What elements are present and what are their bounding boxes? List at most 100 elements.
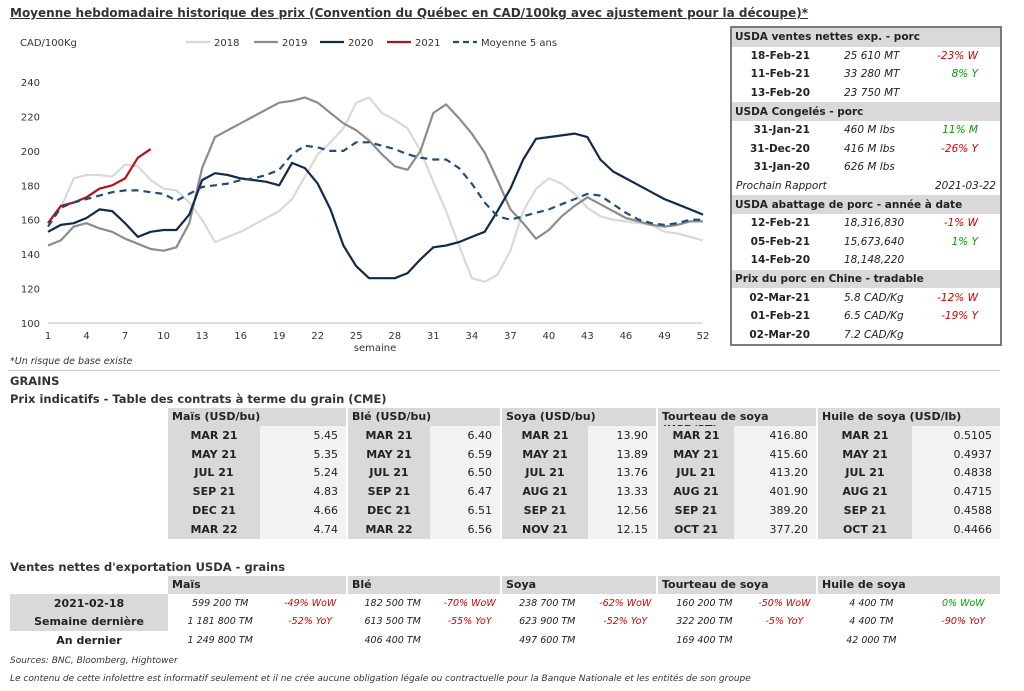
contract-month: MAR 21 bbox=[818, 426, 912, 445]
usda-change bbox=[921, 251, 1000, 270]
legend-label: Moyenne 5 ans bbox=[481, 38, 557, 49]
export-volume: 406 400 TM bbox=[364, 634, 421, 646]
usda-change: 1% Y bbox=[951, 235, 978, 248]
futures-row: MAY 21 13.89 bbox=[502, 444, 658, 464]
futures-row: AUG 21 13.33 bbox=[502, 482, 658, 502]
usda-date: 02-Mar-21 bbox=[749, 291, 810, 304]
usda-row: 31-Jan-20 626 M lbs bbox=[732, 158, 1000, 177]
contract-month: MAY 21 bbox=[168, 444, 260, 464]
legend-label: 2020 bbox=[348, 38, 373, 49]
export-change: -52% YoY bbox=[603, 616, 648, 628]
usda-change: 11% M bbox=[942, 124, 978, 137]
export-row-label: 2021-02-18 bbox=[53, 596, 125, 610]
y-tick-label: 240 bbox=[21, 78, 40, 89]
exports-row: 322 200 TM -5% YoY bbox=[658, 613, 818, 632]
contract-price: 377.20 bbox=[734, 519, 818, 539]
export-change: -90% YoY bbox=[941, 616, 986, 628]
usda-row: 05-Feb-21 15,673,640 1% Y bbox=[732, 233, 1000, 252]
contract-month: MAY 21 bbox=[502, 444, 588, 464]
futures-column-header: Tourteau de soya (USD/ST) bbox=[658, 408, 818, 436]
futures-column: Blé (USD/bu) MAR 21 6.40 MAY 21 6.59 JUL 21 6.… bbox=[348, 408, 502, 539]
grains-heading: GRAINS bbox=[10, 374, 60, 388]
x-tick-label: 22 bbox=[311, 331, 324, 342]
export-change: -62% WoW bbox=[599, 597, 652, 609]
contract-price: 6.47 bbox=[430, 482, 502, 502]
x-tick-label: 28 bbox=[388, 331, 401, 342]
contract-price: 5.45 bbox=[260, 426, 348, 445]
exports-row: 182 500 TM -70% WoW bbox=[348, 594, 502, 613]
usda-value: 15,673,640 bbox=[844, 235, 905, 248]
exports-column: 160 200 TM -50% WoW 322 200 TM -5% YoY 169 4… bbox=[658, 594, 818, 650]
y-tick-label: 220 bbox=[21, 112, 40, 123]
export-row-label: An dernier bbox=[10, 631, 168, 650]
export-volume: 182 500 TM bbox=[364, 597, 421, 609]
usda-date: 13-Feb-20 bbox=[750, 87, 810, 100]
contract-price: 4.83 bbox=[260, 482, 348, 502]
usda-section-title: USDA abattage de porc - année à date bbox=[732, 195, 1000, 214]
futures-row: JUL 21 0.4838 bbox=[818, 463, 1002, 483]
contract-price: 401.90 bbox=[734, 482, 818, 502]
x-tick-label: 10 bbox=[157, 331, 170, 342]
contract-price: 13.89 bbox=[588, 444, 658, 464]
contract-price: 6.50 bbox=[430, 463, 502, 483]
x-tick-label: 25 bbox=[350, 331, 363, 342]
contract-month: OCT 21 bbox=[818, 519, 912, 539]
exports-row: 613 500 TM -55% YoY bbox=[348, 613, 502, 632]
usda-change: -26% Y bbox=[941, 142, 978, 155]
contract-month: JUL 21 bbox=[818, 463, 912, 483]
exports-row: 42 000 TM bbox=[818, 631, 1002, 650]
usda-change: -23% W bbox=[937, 49, 978, 62]
contract-month: MAR 21 bbox=[658, 426, 734, 445]
contract-month: JUL 21 bbox=[502, 463, 588, 483]
contract-month: AUG 21 bbox=[502, 482, 588, 502]
usda-change: 8% Y bbox=[951, 68, 978, 81]
export-change: -49% WoW bbox=[284, 597, 337, 609]
usda-change bbox=[921, 158, 1000, 177]
futures-row: MAR 21 6.40 bbox=[348, 426, 502, 445]
futures-row: OCT 21 0.4466 bbox=[818, 519, 1002, 539]
futures-row: MAY 21 415.60 bbox=[658, 444, 818, 464]
contract-price: 4.74 bbox=[260, 519, 348, 539]
x-axis-label: semaine bbox=[354, 343, 397, 354]
legend-label: 2021 bbox=[415, 38, 440, 49]
export-volume: 613 500 TM bbox=[364, 616, 421, 628]
exports-row: 406 400 TM bbox=[348, 631, 502, 650]
usda-row: 12-Feb-21 18,316,830 -1% W bbox=[732, 214, 1000, 233]
contract-price: 0.5105 bbox=[912, 426, 1002, 445]
contract-price: 13.76 bbox=[588, 463, 658, 483]
futures-column: Maïs (USD/bu) MAR 21 5.45 MAY 21 5.35 JUL 21 5… bbox=[168, 408, 348, 539]
contract-price: 5.24 bbox=[260, 463, 348, 483]
usda-row: 02-Mar-21 5.8 CAD/Kg -12% W bbox=[732, 288, 1000, 307]
futures-row: JUL 21 5.24 bbox=[168, 463, 348, 483]
usda-change: -12% W bbox=[937, 291, 978, 304]
usda-value: 7.2 CAD/Kg bbox=[844, 328, 904, 341]
contract-month: MAR 22 bbox=[348, 519, 430, 539]
futures-column-header: Huile de soya (USD/lb) bbox=[818, 408, 1002, 426]
usda-row: 18-Feb-21 25 610 MT -23% W bbox=[732, 47, 1000, 66]
export-volume: 322 200 TM bbox=[676, 616, 733, 628]
legend-label: 2019 bbox=[282, 38, 307, 49]
futures-row: MAY 21 5.35 bbox=[168, 444, 348, 464]
futures-row: JUL 21 6.50 bbox=[348, 463, 502, 483]
exports-row: 623 900 TM -52% YoY bbox=[502, 613, 658, 632]
futures-row: AUG 21 401.90 bbox=[658, 482, 818, 502]
exports-row: 599 200 TM -49% WoW bbox=[168, 594, 348, 613]
contract-month: MAR 21 bbox=[502, 426, 588, 445]
contract-month: SEP 21 bbox=[348, 482, 430, 502]
usda-date: 14-Feb-20 bbox=[750, 254, 810, 267]
legend-label: 2018 bbox=[214, 38, 239, 49]
futures-column-header: Maïs (USD/bu) bbox=[168, 408, 348, 426]
contract-month: MAR 21 bbox=[168, 426, 260, 445]
usda-section-title: Prix du porc en Chine - tradable bbox=[732, 269, 1000, 289]
futures-row: JUL 21 413.20 bbox=[658, 463, 818, 483]
contract-month: DEC 21 bbox=[348, 501, 430, 520]
contract-price: 4.66 bbox=[260, 501, 348, 520]
exports-row: 4 400 TM 0% WoW bbox=[818, 594, 1002, 613]
contract-price: 6.51 bbox=[430, 501, 502, 520]
futures-column: Tourteau de soya (USD/ST)MAR 21416.80MAY… bbox=[658, 408, 818, 539]
futures-row: MAR 22 4.74 bbox=[168, 519, 348, 539]
export-row-label: Semaine dernière bbox=[34, 615, 144, 629]
usda-value: 6.5 CAD/Kg bbox=[844, 310, 904, 323]
usda-date: 02-Mar-20 bbox=[749, 328, 810, 341]
contract-month: JUL 21 bbox=[348, 463, 430, 483]
